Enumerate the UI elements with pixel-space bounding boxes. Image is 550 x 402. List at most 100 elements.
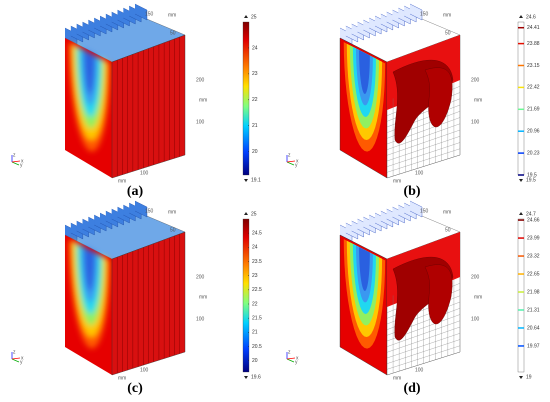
axis-label: 150 bbox=[420, 208, 429, 214]
mesh-line bbox=[386, 142, 461, 167]
fin bbox=[409, 3, 423, 21]
mesh-line bbox=[386, 148, 461, 173]
triad-label: z bbox=[288, 349, 291, 355]
panel: 150 mm 50 200 mm 100 100 mm zyx 24.7 19 24.66 23.99 2… bbox=[286, 200, 540, 396]
triad-label: y bbox=[295, 162, 298, 168]
min-marker bbox=[244, 376, 248, 379]
colorbar-tick-label: 24.5 bbox=[252, 230, 262, 236]
colorbar-tick-label: 23.15 bbox=[527, 63, 540, 69]
axis-label: 100 bbox=[140, 367, 149, 373]
axis-label: mm bbox=[443, 209, 451, 215]
axis-label: 50 bbox=[445, 30, 451, 36]
colorbar-tick-label: 23 bbox=[252, 71, 258, 77]
colorbar-tick-label: 21 bbox=[252, 330, 258, 336]
hot-zone bbox=[424, 67, 453, 128]
panel: 150 mm 50 200 mm 100 100 mm zyx 24.6 19.5 24.41 23.8… bbox=[286, 3, 540, 199]
triad-axis bbox=[286, 358, 295, 363]
colorbar-max: 24.7 bbox=[526, 211, 536, 217]
colorbar-tick-label: 23.99 bbox=[527, 235, 540, 241]
axis-label: 50 bbox=[170, 227, 176, 233]
axis-label: 100 bbox=[196, 119, 205, 125]
left-bands bbox=[68, 239, 111, 349]
axis-triad: zyx bbox=[286, 349, 299, 365]
axis-label: 150 bbox=[145, 208, 154, 214]
colorbar-tick-label: 23 bbox=[252, 273, 258, 279]
axis-label: mm bbox=[393, 375, 401, 381]
triad-axis bbox=[11, 160, 21, 163]
panel-label: (a) bbox=[127, 184, 144, 199]
axis-label: mm bbox=[393, 178, 401, 184]
axis-label: mm bbox=[474, 294, 482, 300]
axis-label: mm bbox=[199, 294, 207, 300]
axis-label: 200 bbox=[471, 77, 480, 83]
axis-label: mm bbox=[118, 178, 126, 184]
max-marker bbox=[519, 15, 523, 18]
triad-label: z bbox=[288, 152, 291, 158]
axis-label: mm bbox=[199, 97, 207, 103]
colorbar-tick-label: 20.5 bbox=[252, 344, 262, 350]
panel-label: (c) bbox=[127, 381, 143, 396]
colorbar-tick-label: 22.5 bbox=[252, 287, 262, 293]
triad-axis bbox=[11, 357, 21, 360]
temperature-band bbox=[359, 246, 370, 291]
colorbar-min: 19.5 bbox=[526, 177, 536, 183]
max-marker bbox=[244, 212, 248, 215]
triad-label: y bbox=[20, 162, 23, 168]
axis-label: 100 bbox=[471, 119, 480, 125]
fin bbox=[134, 200, 148, 218]
colorbar-min: 19.1 bbox=[251, 177, 261, 183]
axis-label: mm bbox=[118, 375, 126, 381]
colorbar-tick-label: 21 bbox=[252, 123, 258, 129]
temperature-band bbox=[359, 49, 370, 94]
colorbar bbox=[242, 21, 250, 176]
triad-axis bbox=[11, 161, 20, 166]
colorbar-tick-label: 20.96 bbox=[527, 129, 540, 135]
axis-label: 200 bbox=[196, 77, 205, 83]
colorbar-tick-label: 24 bbox=[252, 245, 258, 251]
triad-label: y bbox=[295, 359, 298, 365]
colorbar-tick-label: 21.5 bbox=[252, 315, 262, 321]
left-bands bbox=[343, 42, 386, 152]
colorbar bbox=[242, 218, 250, 373]
fin bbox=[134, 3, 148, 21]
colorbar-tick-label: 19.5 bbox=[527, 172, 537, 178]
colorbar-tick-label: 21.31 bbox=[527, 307, 540, 313]
colorbar-tick-label: 23.5 bbox=[252, 259, 262, 265]
axis-label: mm bbox=[168, 12, 176, 18]
colorbar-tick-label: 24 bbox=[252, 45, 258, 51]
colorbar-tick-label: 19.97 bbox=[527, 343, 540, 349]
colorbar-tick-label: 21.98 bbox=[527, 289, 540, 295]
colorbar-tick-label: 22.65 bbox=[527, 271, 540, 277]
max-marker bbox=[519, 212, 523, 215]
colorbar-tick-label: 23.32 bbox=[527, 253, 540, 259]
triad-label: x bbox=[21, 355, 24, 361]
triad-axis bbox=[11, 358, 20, 363]
colorbar-tick-label: 24.66 bbox=[527, 217, 540, 223]
panel: 150 mm 50 200 mm 100 100 mm zyx 25 19.6 24.5 24 23.5 2… bbox=[11, 200, 262, 396]
temperature-band bbox=[84, 246, 95, 291]
triad-label: x bbox=[296, 158, 299, 164]
panel: 150 mm 50 200 mm 100 100 mm zyx 25 19.1 24 23 22 21 20 (… bbox=[11, 3, 261, 199]
colorbar-max: 25 bbox=[251, 14, 257, 20]
colorbar bbox=[517, 21, 525, 176]
colorbar-tick-label: 20.23 bbox=[527, 150, 540, 156]
fin bbox=[409, 200, 423, 218]
triad-axis bbox=[286, 357, 296, 360]
colorbar-min: 19.6 bbox=[251, 374, 261, 380]
mesh-line bbox=[386, 345, 461, 370]
temperature-band bbox=[84, 49, 95, 94]
colorbar-min: 19 bbox=[526, 374, 532, 380]
colorbar-tick-label: 20 bbox=[252, 149, 258, 155]
min-marker bbox=[244, 179, 248, 182]
axis-label: mm bbox=[474, 97, 482, 103]
panel-label: (d) bbox=[403, 381, 420, 396]
axis-label: mm bbox=[168, 209, 176, 215]
axis-triad: zyx bbox=[11, 349, 24, 365]
triad-axis bbox=[286, 160, 296, 163]
axis-label: 200 bbox=[471, 274, 480, 280]
triad-label: y bbox=[20, 359, 23, 365]
colorbar-max: 25 bbox=[251, 211, 257, 217]
colorbar-tick-label: 24.41 bbox=[527, 25, 540, 31]
colorbar-tick-label: 22 bbox=[252, 301, 258, 307]
